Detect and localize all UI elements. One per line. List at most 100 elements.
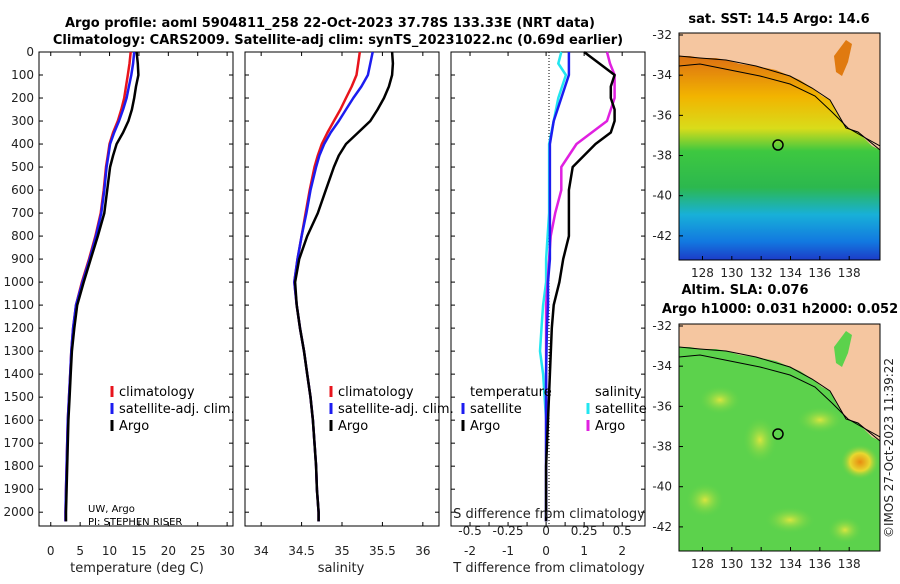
legend-argo-label: Argo — [338, 419, 368, 434]
depth-tick-label: 1200 — [3, 321, 34, 335]
s-difference-tick-label: 0 — [542, 524, 550, 538]
legend-satellite-label: satellite-adj. clim. — [119, 402, 235, 417]
s-difference-tick-label: -0.5 — [458, 524, 481, 538]
depth-tick-label: 400 — [11, 137, 34, 151]
legend-satellite-label: satellite-adj. clim. — [338, 402, 454, 417]
map-lat-label: -36 — [652, 399, 672, 413]
legend-t-argo-label: Argo — [470, 419, 500, 434]
sst-map-frame — [678, 32, 881, 261]
map-lat-label: -42 — [652, 520, 672, 534]
t-difference-axis: -2 -1 0 1 2 — [464, 522, 626, 558]
temperature-argo-line — [64, 51, 140, 522]
map-lon-label: 138 — [838, 266, 861, 280]
sla-anomaly — [698, 385, 742, 415]
t-difference-xlabel: T difference from climatology — [452, 561, 645, 576]
argo-location-marker — [772, 428, 784, 440]
salinity-tick-label: 35.5 — [369, 544, 396, 558]
temperature-tick-label: 20 — [161, 544, 176, 558]
legend-salinity-title: salinity — [595, 385, 642, 400]
s-difference-axis: -0.5 -0.25 0 0.25 0.5 — [458, 52, 632, 538]
temperature-tick-label: 15 — [131, 544, 146, 558]
map-lon-label: 136 — [808, 266, 831, 280]
temperature-legend: climatology satellite-adj. clim. Argo — [110, 385, 235, 434]
map-lat-label: -32 — [652, 319, 672, 333]
salinity-xlabel: salinity — [318, 561, 365, 576]
figure-title-line1: Argo profile: aoml 5904811_258 22-Oct-20… — [65, 16, 595, 31]
land-area — [679, 33, 880, 150]
legend-climatology-label: climatology — [119, 385, 195, 400]
salinity-tick-label: 34 — [254, 544, 269, 558]
salinity-argo-line — [293, 51, 395, 522]
sla-anomaly — [796, 406, 844, 434]
map-lon-label: 136 — [808, 557, 831, 571]
salinity-panel-frame — [244, 51, 440, 527]
legend-s-argo-label: Argo — [595, 419, 625, 434]
map-lat-label: -38 — [652, 149, 672, 163]
argo-location-marker — [772, 139, 784, 151]
sla-anomaly-strong — [840, 444, 880, 480]
temperature-axis: 0 5 10 15 20 25 30 — [47, 52, 235, 558]
depth-tick-label: 300 — [11, 114, 34, 128]
temperature-xlabel: temperature (deg C) — [70, 561, 204, 576]
bathymetry-contour — [679, 63, 880, 147]
depth-tick-label: 1800 — [3, 459, 34, 473]
temperature-tick-label: 0 — [47, 544, 55, 558]
sla-anomaly — [742, 416, 778, 464]
map-lon-label: 138 — [838, 557, 861, 571]
land-area — [679, 324, 880, 441]
legend-climatology-label: climatology — [338, 385, 414, 400]
t-difference-tick-label: -2 — [464, 544, 476, 558]
temperature-panel-frame — [38, 51, 234, 527]
depth-tick-label: 1900 — [3, 482, 34, 496]
temperature-tick-label: 30 — [219, 544, 234, 558]
legend-t-satellite-label: satellite — [470, 402, 522, 417]
map-lat-label: -34 — [652, 359, 672, 373]
figure-title-line2: Climatology: CARS2009. Satellite-adj cli… — [53, 33, 623, 48]
imos-watermark: ©IMOS 27-Oct-2023 11:39:22 — [882, 358, 896, 538]
map-lon-label: 130 — [720, 557, 743, 571]
sla-map — [679, 324, 880, 551]
map-lon-label: 134 — [779, 266, 802, 280]
legend-temperature-title: temperature — [470, 385, 552, 400]
depth-tick-label: 0 — [26, 45, 34, 59]
temperature-tick-label: 10 — [102, 544, 117, 558]
salinity-axis: 34 34.5 35 35.5 36 — [254, 52, 430, 558]
sla-map-title-line2: Argo h1000: 0.031 h2000: 0.052 — [662, 302, 898, 317]
depth-tick-label: 800 — [11, 229, 34, 243]
sla-anomaly — [764, 506, 816, 534]
t-difference-tick-label: 1 — [580, 544, 588, 558]
temperature-series — [64, 51, 140, 522]
depth-axis: 0 100 200 300 400 500 600 700 800 900 1000 1100 1200… — [3, 45, 645, 519]
depth-tick-label: 900 — [11, 252, 34, 266]
gulf-area — [834, 331, 852, 367]
sst-map — [679, 33, 880, 260]
coastline — [679, 346, 880, 442]
t-difference-tick-label: 2 — [618, 544, 626, 558]
sla-anomaly — [827, 516, 863, 544]
temperature-climatology-line — [64, 51, 132, 522]
s-difference-label: S difference from climatology — [453, 507, 645, 522]
map-lon-label: 134 — [779, 557, 802, 571]
difference-panel-frame — [450, 51, 646, 527]
bathymetry-contour — [679, 354, 880, 438]
depth-tick-label: 200 — [11, 91, 34, 105]
map-lat-label: -38 — [652, 440, 672, 454]
map-lon-label: 132 — [750, 266, 773, 280]
t-difference-satellite-line — [544, 52, 571, 522]
depth-tick-label: 1000 — [3, 275, 34, 289]
credit-line-1: UW, Argo — [88, 504, 135, 515]
coastline — [679, 55, 880, 151]
map-lon-label: 130 — [720, 266, 743, 280]
legend-s-satellite-label: satellite — [595, 402, 647, 417]
salinity-tick-label: 35 — [334, 544, 349, 558]
salinity-series — [293, 51, 395, 522]
map-lon-label: 132 — [750, 557, 773, 571]
depth-tick-label: 1300 — [3, 344, 34, 358]
depth-tick-label: 2000 — [3, 505, 34, 519]
depth-tick-label: 500 — [11, 160, 34, 174]
gulf-area — [834, 40, 852, 76]
s-difference-tick-label: -0.25 — [493, 524, 524, 538]
map-lat-label: -40 — [652, 189, 672, 203]
salinity-climatology-line — [293, 51, 362, 522]
sla-map-axes: -32 -34 -36 -38 -40 -42 128 130 132 134 136 138 — [652, 319, 860, 571]
